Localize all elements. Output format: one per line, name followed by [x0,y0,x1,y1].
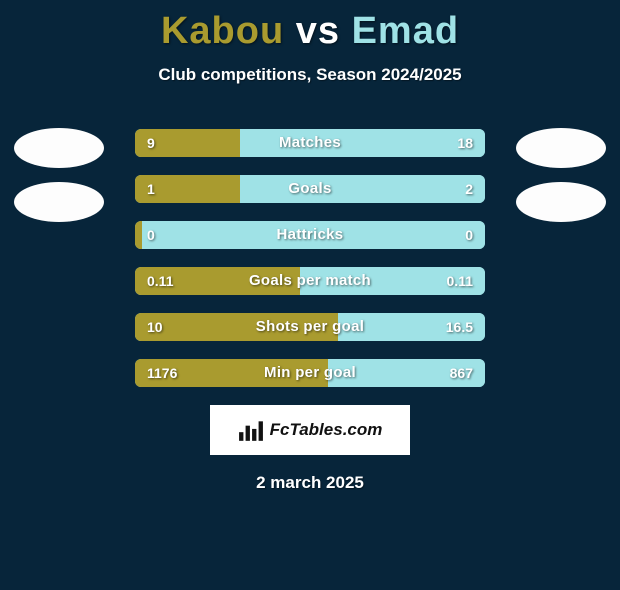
bar-value-right: 18 [457,129,473,157]
bar-value-left: 10 [147,313,163,341]
stat-bar: Hattricks0 0 [135,221,485,249]
brand-badge[interactable]: FcTables.com [210,405,410,455]
brand-text: FcTables.com [270,420,383,440]
stat-bar: Shots per goal10 16.5 [135,313,485,341]
bar-label: Hattricks [135,221,485,249]
comparison-bars: Matches9 18 Goals1 2 Hattricks0 0 Goals per ma… [135,129,485,387]
date-label: 2 march 2025 [0,473,620,493]
bar-value-left: 0.11 [147,267,173,295]
comparison-title: Kabou vs Emad [0,10,620,53]
bar-value-right: 0.11 [447,267,473,295]
bar-value-left: 1176 [147,359,177,387]
stat-bar: Goals per match0.11 0.11 [135,267,485,295]
stat-bar: Goals1 2 [135,175,485,203]
bar-label: Shots per goal [135,313,485,341]
bar-value-right: 16.5 [446,313,473,341]
player2-name: Emad [352,10,459,52]
bar-value-left: 0 [147,221,155,249]
bar-value-right: 2 [465,175,473,203]
bar-label: Goals [135,175,485,203]
player1-name: Kabou [161,10,284,52]
bar-value-right: 867 [450,359,473,387]
stat-bar: Matches9 18 [135,129,485,157]
avatar-placeholder [516,182,606,222]
stat-bar: Min per goal1176 867 [135,359,485,387]
subtitle: Club competitions, Season 2024/2025 [0,65,620,85]
vs-text: vs [296,10,340,52]
chart-icon [238,419,264,441]
bar-value-left: 9 [147,129,155,157]
bar-label: Min per goal [135,359,485,387]
avatar-placeholder [14,128,104,168]
avatar-placeholder [14,182,104,222]
bar-label: Matches [135,129,485,157]
bar-value-left: 1 [147,175,155,203]
avatar-placeholder [516,128,606,168]
bar-value-right: 0 [465,221,473,249]
bar-label: Goals per match [135,267,485,295]
